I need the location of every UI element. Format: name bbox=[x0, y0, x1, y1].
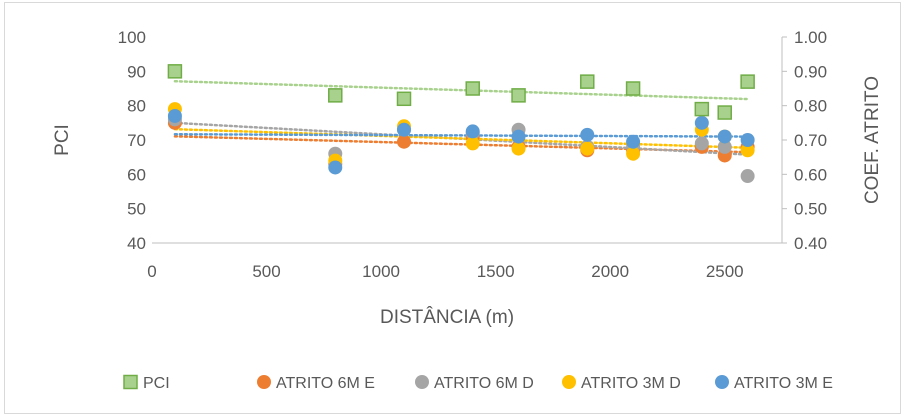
y-tick-label: 40 bbox=[127, 234, 146, 253]
trendline-atrito-3m-e bbox=[173, 133, 749, 138]
y2-axis-title: COEF. ATRITO bbox=[862, 76, 883, 204]
x-tick-label: 500 bbox=[252, 262, 280, 281]
point-pci bbox=[625, 81, 641, 96]
legend-item-atrito-3m-e: ATRITO 3M E bbox=[715, 375, 833, 392]
x-tick-label: 1500 bbox=[477, 262, 515, 281]
y2-tick-label: 0.40 bbox=[794, 234, 827, 253]
y2-tick-label: 0.70 bbox=[794, 131, 827, 150]
y2-tick-label: 1.00 bbox=[794, 28, 827, 47]
x-axis-title: DISTÂNCIA (m) bbox=[380, 306, 514, 328]
point-pci bbox=[511, 88, 526, 103]
point-atrito-3m-d bbox=[626, 146, 641, 161]
point-atrito-3m-d bbox=[511, 141, 526, 156]
point-atrito-3m-e bbox=[397, 122, 411, 137]
x-tick-label: 2000 bbox=[591, 262, 629, 281]
point-pci bbox=[580, 74, 595, 89]
legend-swatch bbox=[715, 375, 729, 389]
legend-label: ATRITO 6M D bbox=[434, 375, 534, 392]
legend-swatch bbox=[562, 375, 576, 389]
point-atrito-6m-d bbox=[717, 139, 732, 154]
point-atrito-3m-e bbox=[717, 129, 732, 144]
y-tick-label: 80 bbox=[127, 97, 146, 116]
legend-item-atrito-3m-d: ATRITO 3M D bbox=[562, 375, 681, 392]
trendline-pci bbox=[173, 79, 749, 101]
point-pci bbox=[717, 105, 732, 120]
trendlines bbox=[173, 79, 749, 156]
legend-label: ATRITO 3M E bbox=[734, 375, 833, 392]
tick-labels: 0 500 1000 1500 2000 2500 40 50 60 70 80 90 100 0.40 0… bbox=[118, 28, 827, 281]
legend: PCI ATRITO 6M E ATRITO 6M D ATRITO 3M D ATRI… bbox=[123, 374, 833, 392]
x-tick-label: 2500 bbox=[706, 262, 744, 281]
legend-swatch bbox=[123, 374, 138, 390]
point-atrito-6m-e bbox=[397, 134, 411, 149]
y-tick-label: 50 bbox=[127, 200, 146, 219]
y-tick-label: 100 bbox=[118, 28, 146, 47]
point-atrito-3m-e bbox=[626, 134, 641, 149]
point-atrito-6m-d bbox=[740, 169, 755, 184]
point-atrito-3m-e bbox=[465, 124, 480, 139]
legend-label: ATRITO 3M D bbox=[581, 375, 681, 392]
point-pci bbox=[740, 74, 755, 89]
point-pci bbox=[465, 81, 480, 96]
point-atrito-3m-d bbox=[580, 141, 595, 156]
point-atrito-3m-d bbox=[465, 136, 480, 151]
y-tick-label: 70 bbox=[127, 131, 146, 150]
y2-tick-label: 0.90 bbox=[794, 62, 827, 81]
trendline-atrito-3m-d bbox=[173, 127, 749, 149]
chart-frame bbox=[4, 2, 901, 414]
legend-label: ATRITO 6M E bbox=[276, 375, 375, 392]
plot-area bbox=[152, 36, 787, 244]
x-tick-label: 0 bbox=[147, 262, 156, 281]
data-points bbox=[167, 64, 755, 184]
point-atrito-3m-e bbox=[511, 129, 526, 144]
point-atrito-3m-e bbox=[740, 133, 755, 147]
point-atrito-6m-d bbox=[694, 136, 709, 151]
y2-tick-label: 0.80 bbox=[794, 97, 827, 116]
legend-label: PCI bbox=[143, 375, 170, 392]
point-pci bbox=[167, 64, 183, 79]
legend-item-pci: PCI bbox=[123, 374, 170, 392]
y-tick-label: 60 bbox=[127, 165, 146, 184]
x-tick-label: 1000 bbox=[362, 262, 400, 281]
legend-swatch bbox=[415, 375, 429, 389]
point-atrito-3m-e bbox=[580, 127, 595, 142]
point-atrito-3m-e bbox=[167, 108, 182, 123]
y-axis-title: PCI bbox=[52, 124, 73, 156]
point-pci bbox=[396, 91, 412, 107]
point-atrito-3m-e bbox=[328, 160, 343, 175]
legend-item-atrito-6m-d: ATRITO 6M D bbox=[415, 375, 534, 392]
y2-tick-label: 0.50 bbox=[794, 200, 827, 219]
y-tick-label: 90 bbox=[127, 62, 146, 81]
point-atrito-3m-d bbox=[740, 143, 755, 158]
y2-tick-label: 0.60 bbox=[794, 165, 827, 184]
point-pci bbox=[694, 101, 710, 117]
legend-swatch bbox=[257, 375, 271, 389]
point-pci bbox=[328, 88, 343, 103]
point-atrito-3m-e bbox=[694, 115, 709, 130]
legend-item-atrito-6m-e: ATRITO 6M E bbox=[257, 375, 375, 392]
